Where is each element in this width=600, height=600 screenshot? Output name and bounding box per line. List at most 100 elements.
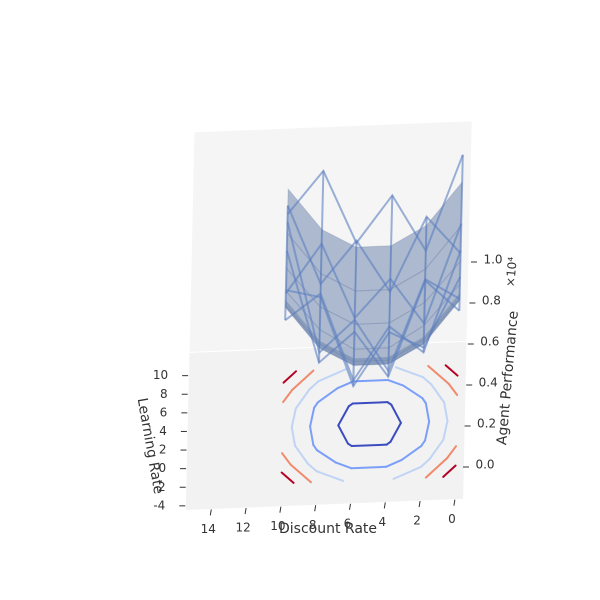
contour: [289, 463, 312, 484]
contour: [308, 380, 320, 391]
x-tick: [314, 505, 317, 512]
x-tick: [383, 502, 386, 509]
x-tick-label: 10: [270, 519, 285, 533]
surface-cell: [354, 289, 391, 325]
contour: [294, 444, 309, 465]
wireframe-row: [286, 205, 462, 294]
floor-pane: [184, 340, 468, 512]
contour: [447, 382, 459, 397]
contour: [291, 369, 315, 392]
y-tick-label: -4: [153, 498, 165, 512]
contour: [446, 445, 458, 460]
contour: [444, 364, 459, 377]
z-tick-label: 0.4: [479, 376, 498, 390]
x-tick-label: 4: [378, 515, 386, 529]
wireframe-column: [352, 240, 358, 387]
y-tick-label: 6: [160, 405, 168, 419]
x-tick-label: 0: [448, 512, 456, 526]
contour: [312, 443, 318, 452]
contour: [280, 471, 295, 484]
wireframe-column: [284, 205, 289, 321]
contour: [334, 461, 353, 470]
x-tick-label: 14: [201, 522, 216, 536]
wireframe-row: [285, 250, 460, 379]
x-tick: [453, 499, 456, 506]
contour: [420, 439, 427, 447]
x-tick-label: 12: [235, 521, 250, 535]
x-tick: [418, 500, 421, 508]
wireframe-column: [422, 216, 428, 353]
x-tick-label: 2: [413, 514, 421, 528]
contour: [424, 457, 449, 479]
contour: [389, 421, 402, 443]
contour: [419, 457, 431, 468]
contour: [281, 452, 292, 466]
x-tick: [209, 509, 212, 516]
y-tick-label: 0: [158, 461, 166, 475]
wireframe-row: [284, 223, 463, 326]
z-axis-label: Agent Performance: [494, 310, 522, 445]
wireframe-column: [387, 195, 394, 377]
contour: [424, 402, 431, 423]
x-tick: [279, 506, 282, 513]
contour: [428, 438, 445, 460]
x-tick-label: 6: [344, 516, 352, 530]
contour: [390, 403, 402, 424]
wireframe-row: [286, 154, 464, 253]
z-tick-label: 0.8: [482, 294, 501, 308]
contour: [400, 444, 423, 461]
contour: [282, 370, 297, 384]
z-tick-label: 0.6: [480, 335, 499, 349]
z-tick-label: 0.2: [477, 417, 496, 431]
contour: [347, 402, 354, 408]
z-tick-label: 0.0: [475, 458, 494, 472]
contour: [443, 401, 449, 422]
contour: [424, 420, 431, 442]
contour: [392, 465, 422, 480]
x-tick: [244, 507, 247, 515]
contour: [350, 465, 388, 470]
contour: [294, 388, 311, 410]
contour: [427, 364, 450, 385]
contour: [317, 368, 347, 383]
x-tick: [349, 503, 351, 510]
contour: [385, 458, 403, 468]
contour: [290, 407, 297, 429]
contour: [282, 389, 294, 404]
contour: [306, 462, 318, 473]
contour: [309, 425, 315, 446]
contour: [316, 387, 339, 404]
contour: [309, 406, 316, 428]
contour: [350, 443, 388, 448]
y-tick-label: 10: [153, 368, 168, 382]
y-tick-label: 4: [159, 424, 167, 438]
y-tick-label: 2: [159, 443, 167, 457]
contour: [421, 376, 433, 386]
contour: [336, 380, 355, 390]
contour: [442, 419, 449, 441]
z-offset-label: ×10⁴: [503, 256, 520, 287]
contour: [315, 470, 345, 482]
wireframe-column: [458, 154, 464, 311]
contour: [337, 424, 349, 445]
wireframe-row: [286, 221, 460, 374]
y-tick-label: -2: [154, 480, 166, 494]
contour: [386, 379, 405, 387]
contour: [394, 366, 424, 379]
x-tick-label: 8: [309, 518, 317, 532]
y-tick-label: 8: [160, 387, 168, 401]
contour: [442, 464, 457, 478]
x-axis-label: Discount Rate: [279, 521, 377, 537]
contour: [402, 384, 424, 400]
contour: [337, 405, 350, 427]
contour: [290, 426, 297, 447]
contour: [421, 397, 427, 405]
contour: [430, 383, 446, 404]
z-tick-label: 1.0: [483, 253, 502, 267]
wireframe-column: [318, 170, 325, 363]
contour: [315, 449, 337, 464]
side-pane: [184, 131, 195, 511]
contour: [352, 379, 389, 383]
contour: [351, 401, 389, 405]
